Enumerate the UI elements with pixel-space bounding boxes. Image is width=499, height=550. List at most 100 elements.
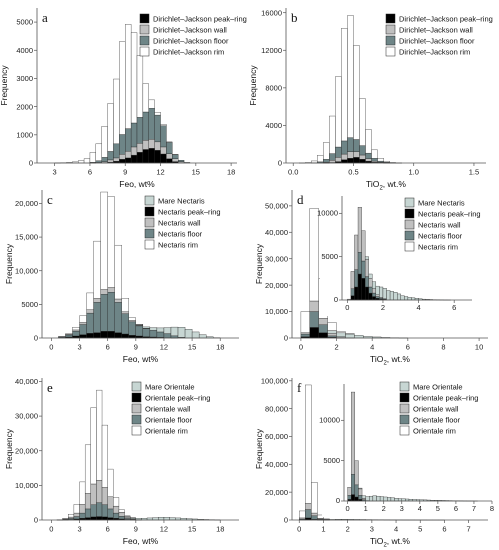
main-bar-rim — [62, 518, 69, 520]
x-tick-label: 8 — [490, 504, 494, 513]
main-bar-rim — [68, 514, 75, 518]
main-bar-wall — [84, 493, 91, 510]
inset-bar-wall — [354, 460, 359, 486]
x-tick-label: 2 — [346, 525, 350, 534]
legend: Dirichlet–Jackson peak–ring Dirichlet–Jac… — [385, 13, 493, 57]
inset-bar-floor — [357, 252, 362, 275]
main-bar-wall — [353, 151, 360, 158]
x-tick-label: 0 — [49, 525, 53, 534]
x-tick-label: 15 — [188, 343, 196, 352]
main-bar-rim — [119, 41, 126, 135]
main-bar-rim — [107, 103, 114, 152]
main-bar-wall — [107, 159, 114, 163]
x-tick-label: 8 — [441, 343, 445, 352]
main-bar-rim — [142, 83, 149, 113]
main-bar-rim — [317, 155, 324, 163]
main-bar-floor — [300, 333, 310, 337]
main-bar-floor — [135, 325, 144, 337]
main-bar-mare — [191, 331, 200, 339]
x-tick-label: 3 — [53, 168, 57, 177]
main-bar-peak — [160, 153, 167, 164]
x-axis-label-main: TiO — [370, 354, 384, 364]
main-bar-peak — [136, 152, 144, 164]
main-bar-rim — [383, 161, 390, 163]
main-bar-floor — [160, 125, 167, 148]
inset-bar-mare — [372, 281, 377, 289]
inset-bar-mare — [394, 498, 399, 502]
main-bar-wall — [96, 479, 103, 503]
main-bar-floor — [309, 311, 319, 328]
x-axis-label-subscript: 2 — [383, 543, 387, 549]
main-bar-wall — [72, 329, 80, 332]
legend-swatch-rim — [404, 241, 415, 252]
main-bar-wall — [136, 143, 144, 153]
legend-swatch-mare — [144, 195, 155, 206]
main-bar-rim — [311, 482, 318, 514]
main-bar-wall — [341, 153, 348, 160]
main-bar-floor — [65, 334, 73, 338]
main-bar-rim — [347, 15, 354, 138]
main-bar-wall — [142, 139, 149, 150]
x-tick-label: 6 — [454, 504, 458, 513]
x-tick-label: 4 — [416, 303, 420, 312]
main-bar-wall — [107, 496, 114, 510]
inset-chart: 0 2 4 6 0 5000 10000 — [317, 192, 478, 316]
panel-label: a — [42, 10, 48, 25]
inset-bar-peak — [364, 286, 369, 301]
x-tick-label: 6 — [88, 168, 92, 177]
legend-swatch-floor — [385, 35, 396, 46]
main-bar-peak — [107, 331, 115, 339]
inset-bar-mare — [361, 495, 366, 499]
x-axis-label: TiO2, wt.% — [370, 354, 410, 367]
main-bar-peak — [100, 331, 108, 339]
main-bar-floor — [79, 324, 87, 335]
y-tick-label: 0 — [284, 334, 288, 343]
main-bar-floor — [353, 139, 360, 152]
main-bar-rim — [83, 158, 91, 164]
y-axis-label: Frequency — [254, 243, 264, 284]
main-bar-wall — [73, 512, 80, 517]
x-axis-label: Feo, wt% — [119, 179, 155, 189]
legend-swatch-peak — [139, 13, 150, 24]
main-bar-rim — [135, 324, 144, 326]
main-bar-floor — [154, 114, 161, 143]
main-bar-rim — [166, 141, 173, 143]
main-bar-peak — [154, 150, 161, 164]
legend-label-mare: Mare Orientale — [145, 383, 195, 392]
legend-label-rim: Dirichlet–Jackson rim — [153, 48, 224, 57]
main-bar-peak — [142, 149, 149, 164]
main-bar-floor — [130, 122, 138, 148]
y-tick-label: 5000 — [21, 300, 38, 309]
legend-label-mare: Mare Nectaris — [158, 197, 205, 206]
main-bar-rim — [299, 510, 306, 519]
main-bar-rim — [101, 126, 108, 158]
inset-bar-wall — [347, 487, 352, 496]
legend-swatch-wall — [404, 219, 415, 230]
inset-bar-wall — [361, 498, 366, 500]
legend-label-wall: Orientale wall — [145, 405, 191, 414]
x-tick-label: 4 — [394, 525, 398, 534]
main-bar-floor — [335, 146, 342, 158]
y-tick-label: 3000 — [16, 74, 33, 83]
legend-label-peak: Dirichlet–Jackson peak–ring — [399, 15, 493, 24]
x-tick-label: 15 — [192, 168, 200, 177]
legend-label-peak: Orientale peak–ring — [413, 394, 478, 403]
main-bar-floor — [305, 509, 312, 519]
main-bar-floor — [136, 117, 144, 144]
legend-swatch-floor — [404, 230, 415, 241]
main-bar-wall — [359, 154, 366, 160]
chart-panel-c: 0 3 6 9 12 15 18 0 5000 10,000 15,000 20,000 c Freque… — [4, 190, 239, 364]
x-tick-label: 0 — [346, 504, 350, 513]
y-axis-label: Frequency — [0, 65, 9, 106]
main-bar-peak — [166, 158, 173, 164]
inset-bar-mare — [393, 292, 398, 301]
main-bar-floor — [121, 313, 129, 335]
inset-bar-peak — [350, 295, 355, 301]
main-bar-wall — [311, 512, 318, 516]
y-axis-label: Frequency — [248, 65, 258, 106]
y-tick-label: 30,000 — [15, 412, 38, 421]
main-bar-peak — [114, 332, 122, 339]
x-axis-label: TiO2, wt.% — [366, 179, 406, 192]
inset-bar-mare — [365, 496, 370, 501]
y-axis-label: Frequency — [4, 428, 14, 469]
